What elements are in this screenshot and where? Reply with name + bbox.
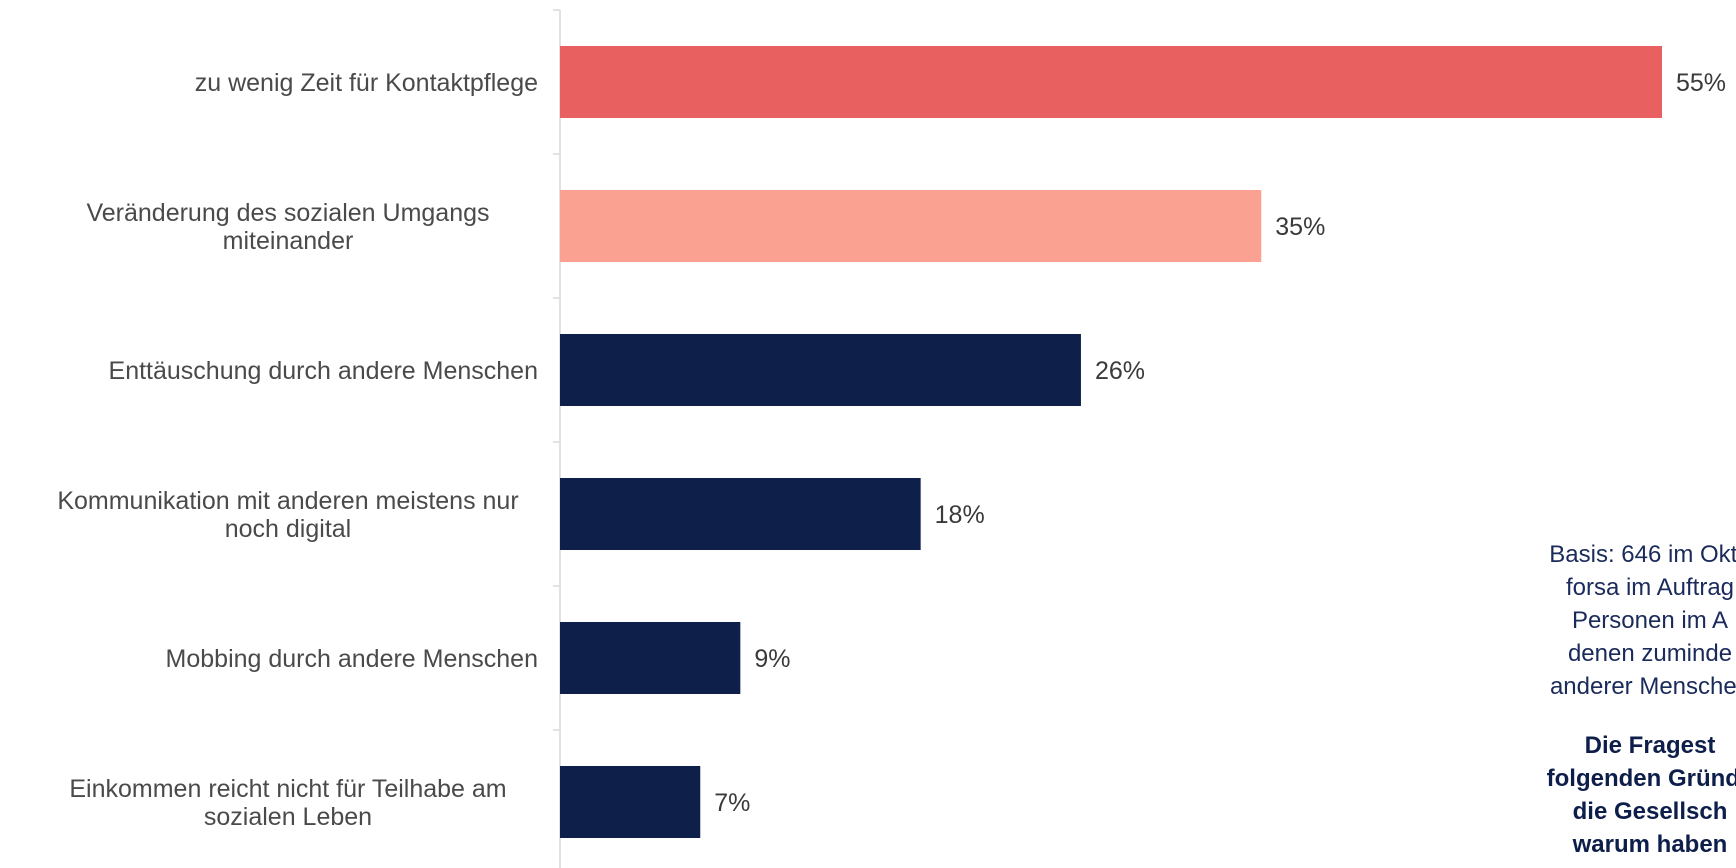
basis-text: Basis: 646 im Okto forsa im Auftrag Person…: [1549, 541, 1736, 700]
value-label: 9%: [754, 645, 790, 673]
category-label: zu wenig Zeit für Kontaktpflege: [195, 69, 538, 97]
bar: [560, 334, 1081, 406]
value-label: 7%: [714, 789, 750, 817]
bar: [560, 190, 1262, 262]
value-labels: 55% 35% 26% 18% 9% 7%: [714, 69, 1726, 817]
category-label: Einkommen reicht nicht für Teilhabe am so…: [69, 775, 506, 831]
category-label: Mobbing durch andere Menschen: [166, 645, 538, 673]
value-label: 26%: [1095, 357, 1145, 385]
bar: [560, 766, 701, 838]
category-axis: [553, 9, 561, 868]
value-label: 55%: [1676, 69, 1726, 97]
value-label: 35%: [1275, 213, 1325, 241]
bar: [560, 46, 1662, 118]
value-label: 18%: [935, 501, 985, 529]
category-label: Kommunikation mit anderen meistens nur no…: [57, 487, 518, 543]
category-label: Veränderung des sozialen Umgangs miteinan…: [86, 199, 489, 255]
bar: [560, 478, 921, 550]
bars: [560, 46, 1662, 838]
survey-note: Basis: 646 im Okto forsa im Auftrag Person…: [1440, 538, 1736, 861]
bar: [560, 622, 741, 694]
question-text: Die Fragest folgenden Gründe die Gesellsch…: [1546, 732, 1736, 858]
category-labels: zu wenig Zeit für Kontaktpflege Veränderu…: [57, 69, 538, 831]
category-label: Enttäuschung durch andere Menschen: [109, 357, 538, 385]
